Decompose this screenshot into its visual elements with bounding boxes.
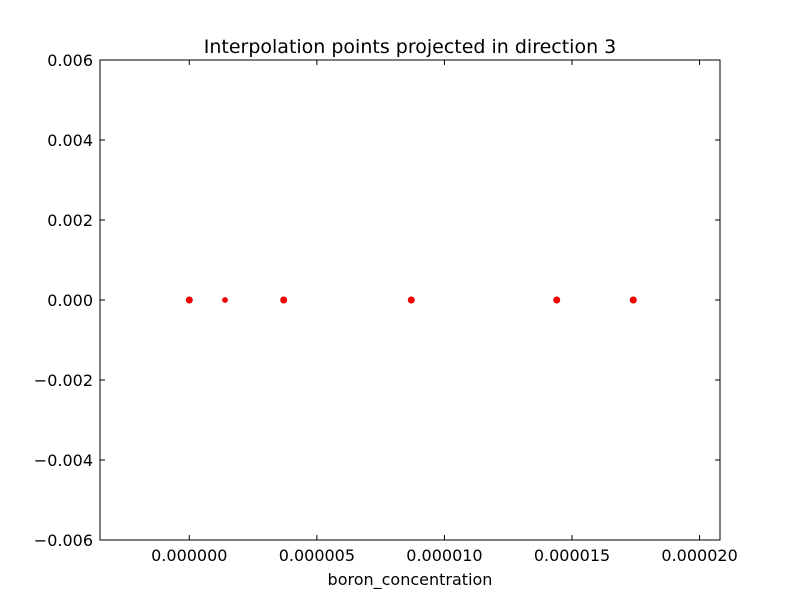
y-tick-label: −0.006 xyxy=(34,531,93,550)
data-point xyxy=(280,296,288,304)
y-axis-ticks: −0.006 −0.004 −0.002 0.000 0.002 0.004 0.006 xyxy=(34,51,720,550)
x-axis-ticks: 0.000000 0.000005 0.000010 0.000015 0.000020 xyxy=(151,60,738,565)
y-tick-label: −0.004 xyxy=(34,451,93,470)
y-tick-label: 0.004 xyxy=(47,131,93,150)
y-tick-label: 0.002 xyxy=(47,211,93,230)
y-tick-label: −0.002 xyxy=(34,371,93,390)
data-point xyxy=(222,297,228,303)
plot-area-frame xyxy=(99,59,721,541)
x-tick-label: 0.000015 xyxy=(534,546,610,565)
x-tick-label: 0.000000 xyxy=(151,546,227,565)
y-tick-label: 0.000 xyxy=(47,291,93,310)
x-tick-label: 0.000005 xyxy=(279,546,355,565)
data-point xyxy=(629,296,637,304)
x-axis-label: boron_concentration xyxy=(328,570,493,590)
y-tick-label: 0.006 xyxy=(47,51,93,70)
chart-title: Interpolation points projected in direct… xyxy=(204,36,617,58)
data-points xyxy=(185,296,637,304)
x-tick-label: 0.000010 xyxy=(406,546,482,565)
data-point xyxy=(553,296,561,304)
x-tick-label: 0.000020 xyxy=(661,546,737,565)
data-point xyxy=(407,296,415,304)
data-point xyxy=(185,296,193,304)
